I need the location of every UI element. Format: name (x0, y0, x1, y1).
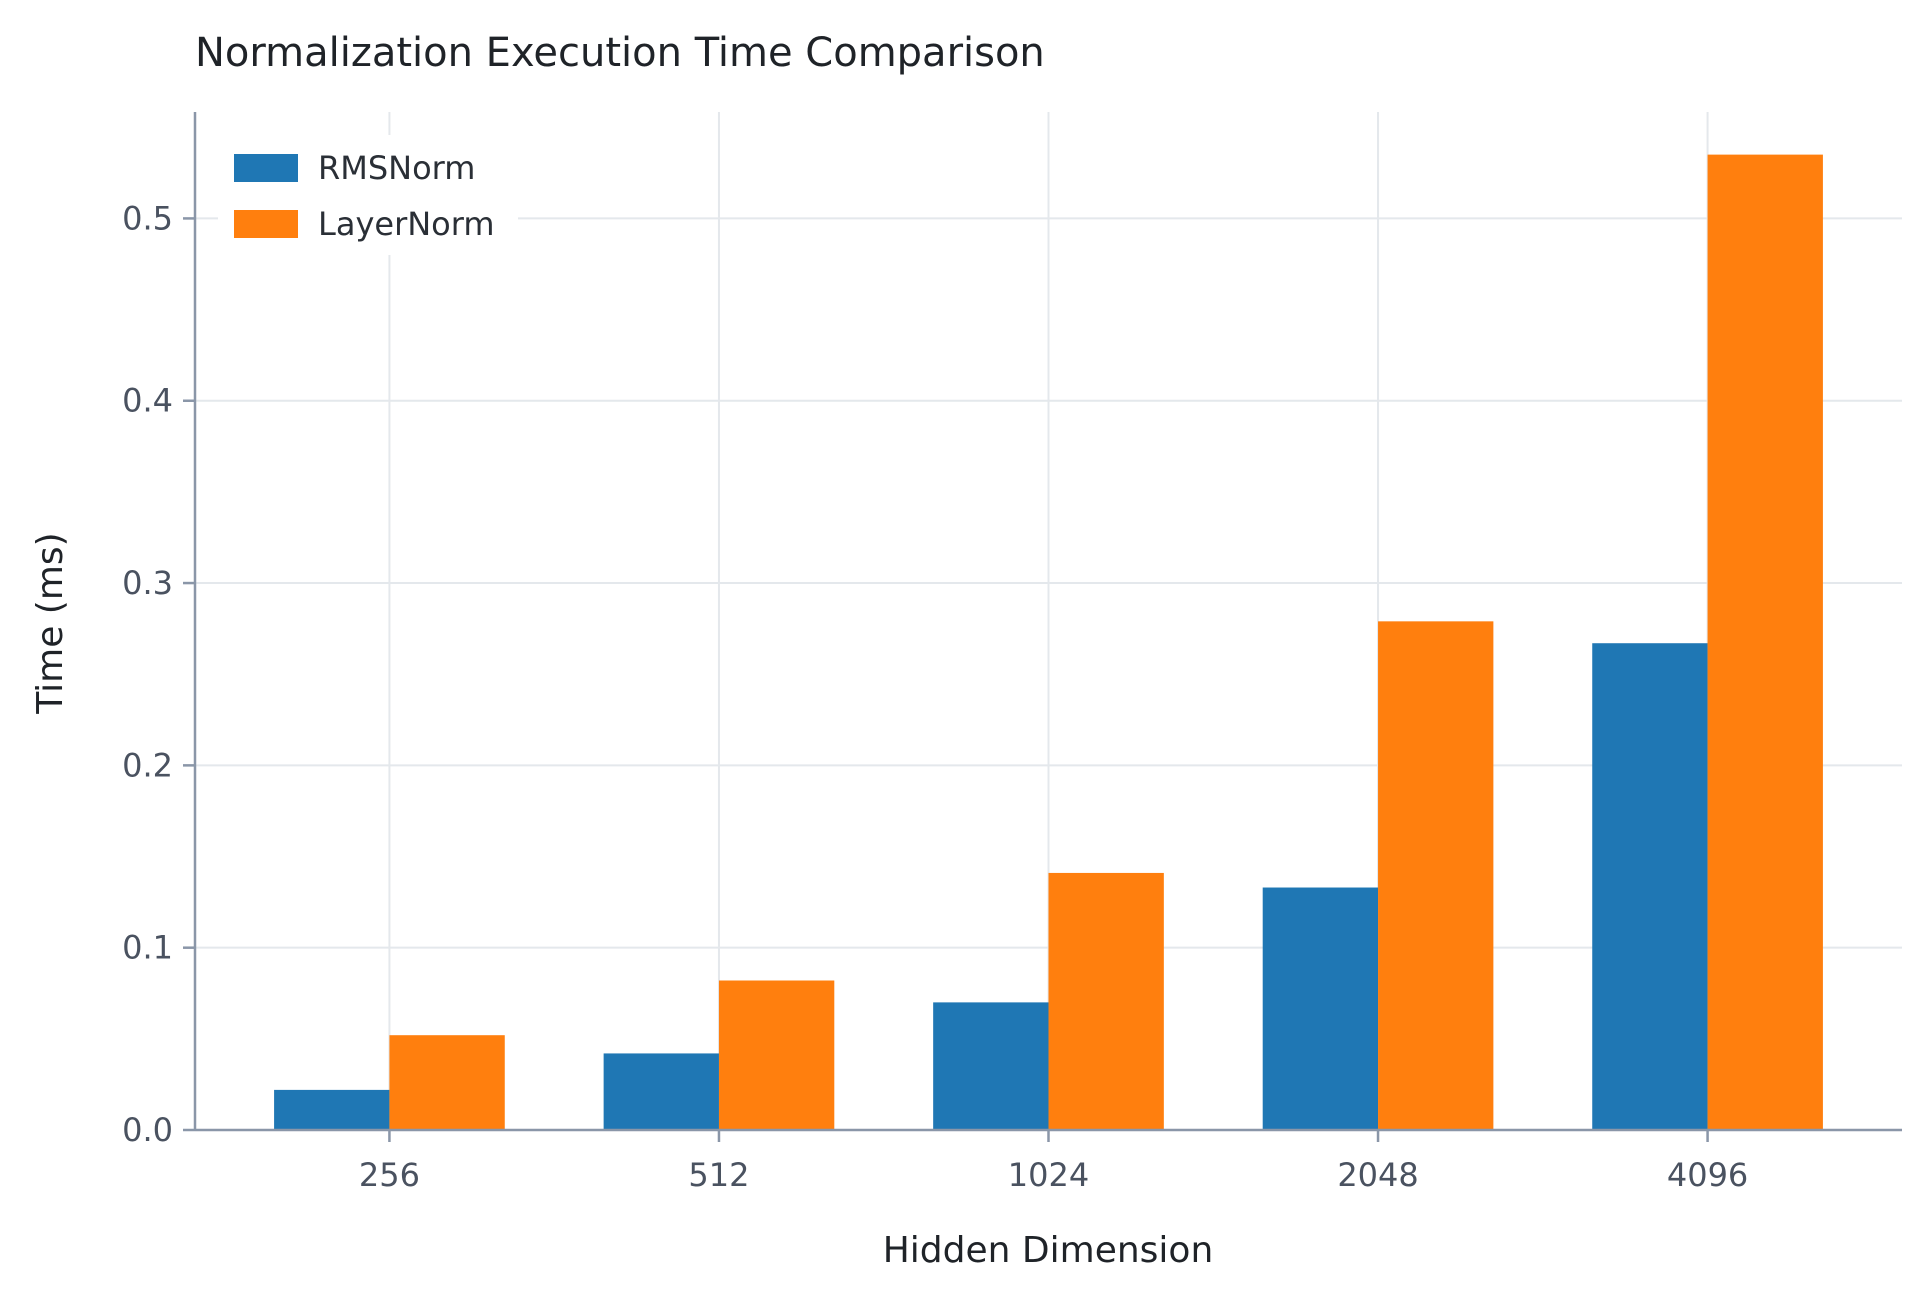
legend-swatch-layernorm (234, 210, 298, 238)
legend-label-layernorm: LayerNorm (318, 205, 495, 243)
y-axis-ticks: 0.0 0.1 0.2 0.3 0.4 0.5 (122, 199, 195, 1149)
x-tick-label: 2048 (1337, 1156, 1418, 1194)
legend-label-rmsnorm: RMSNorm (318, 149, 475, 187)
x-tick-label: 256 (359, 1156, 420, 1194)
x-tick-label: 4096 (1667, 1156, 1748, 1194)
y-tick-label: 0.2 (122, 746, 173, 784)
bar-rmsnorm-4096 (1592, 643, 1708, 1130)
x-tick-label: 1024 (1008, 1156, 1089, 1194)
y-tick-label: 0.3 (122, 564, 173, 602)
bar-layernorm-4096 (1707, 154, 1823, 1130)
x-axis-label: Hidden Dimension (883, 1230, 1214, 1271)
legend: RMSNorm LayerNorm (218, 135, 518, 255)
bar-layernorm-2048 (1378, 621, 1494, 1130)
legend-swatch-rmsnorm (234, 154, 298, 182)
x-axis-ticks: 256 512 1024 2048 4096 (359, 1130, 1748, 1194)
bar-rmsnorm-512 (603, 1053, 719, 1130)
bar-layernorm-256 (389, 1035, 505, 1130)
bars (274, 154, 1823, 1130)
bar-layernorm-1024 (1048, 872, 1164, 1130)
bar-rmsnorm-256 (274, 1089, 390, 1130)
y-tick-label: 0.1 (122, 929, 173, 967)
y-tick-label: 0.0 (122, 1111, 173, 1149)
bar-rmsnorm-2048 (1262, 887, 1379, 1130)
y-tick-label: 0.5 (122, 199, 173, 237)
y-tick-label: 0.4 (122, 382, 173, 420)
bar-rmsnorm-1024 (933, 1002, 1049, 1130)
x-tick-label: 512 (688, 1156, 749, 1194)
bar-layernorm-512 (718, 980, 835, 1130)
y-axis-label: Time (ms) (30, 532, 71, 714)
chart-title: Normalization Execution Time Comparison (195, 30, 1045, 76)
